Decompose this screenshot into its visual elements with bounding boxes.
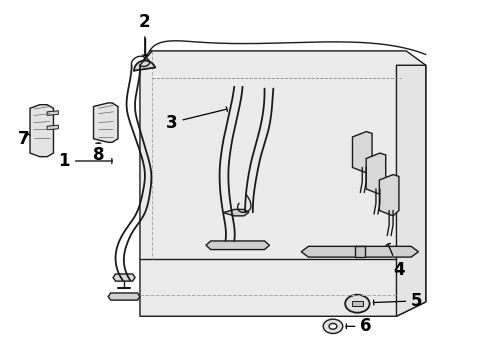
Polygon shape: [352, 132, 372, 173]
Text: 3: 3: [166, 107, 227, 132]
Text: 4: 4: [386, 243, 405, 279]
Polygon shape: [206, 241, 270, 249]
Polygon shape: [355, 246, 365, 257]
Polygon shape: [113, 274, 135, 281]
Circle shape: [345, 295, 369, 313]
Polygon shape: [301, 246, 418, 257]
Polygon shape: [94, 103, 118, 142]
Text: 7: 7: [18, 130, 30, 148]
Circle shape: [329, 323, 337, 329]
Polygon shape: [134, 60, 155, 71]
Polygon shape: [47, 111, 58, 116]
Polygon shape: [108, 293, 140, 300]
Polygon shape: [224, 210, 249, 216]
Text: 5: 5: [373, 292, 423, 310]
Polygon shape: [30, 105, 53, 157]
Polygon shape: [140, 51, 426, 316]
Polygon shape: [396, 65, 426, 316]
Polygon shape: [47, 125, 58, 130]
Bar: [351, 301, 363, 306]
Polygon shape: [366, 153, 386, 194]
Polygon shape: [379, 175, 399, 216]
Circle shape: [323, 319, 343, 333]
Text: 6: 6: [346, 317, 372, 335]
Text: 8: 8: [93, 143, 104, 164]
Text: 1: 1: [58, 152, 112, 170]
Text: 2: 2: [139, 13, 150, 55]
